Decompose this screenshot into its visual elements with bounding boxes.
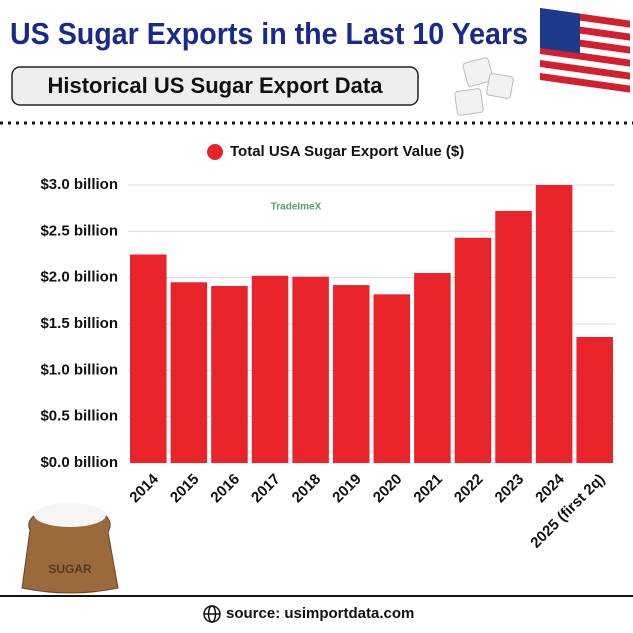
sugar-sack-icon: SUGAR [21,503,119,594]
bar [535,185,573,463]
watermark: TradeImeX [271,202,322,213]
source: source: usimportdata.com [226,605,414,622]
globe-icon [203,605,221,623]
bar [292,276,329,463]
sack-label: SUGAR [48,562,92,576]
bar [130,254,167,463]
y-tick-label: $0.5 billion [40,408,118,425]
y-tick-label: $3.0 billion [40,176,118,193]
bar [332,285,370,463]
flag-icon [540,7,630,101]
bar [251,275,289,463]
bar [373,294,411,463]
legend-marker [207,144,223,160]
y-tick-label: $1.0 billion [40,361,118,378]
bar [170,282,208,463]
y-tick-label: $0.0 billion [40,454,118,471]
bar [495,210,532,463]
chart-title: US Sugar Exports in the Last 10 Years [10,16,528,51]
y-tick-label: $2.0 billion [40,269,118,286]
bar [454,237,492,463]
bar [576,336,613,463]
bar [414,273,451,463]
subtitle-box [11,66,419,106]
sugar-cubes-icon [454,57,514,116]
subtitle: Historical US Sugar Export Data [48,73,384,98]
y-tick-label: $2.5 billion [40,222,118,239]
legend-label: Total USA Sugar Export Value ($) [230,143,464,160]
y-tick-label: $1.5 billion [40,315,118,332]
bar [211,286,248,463]
